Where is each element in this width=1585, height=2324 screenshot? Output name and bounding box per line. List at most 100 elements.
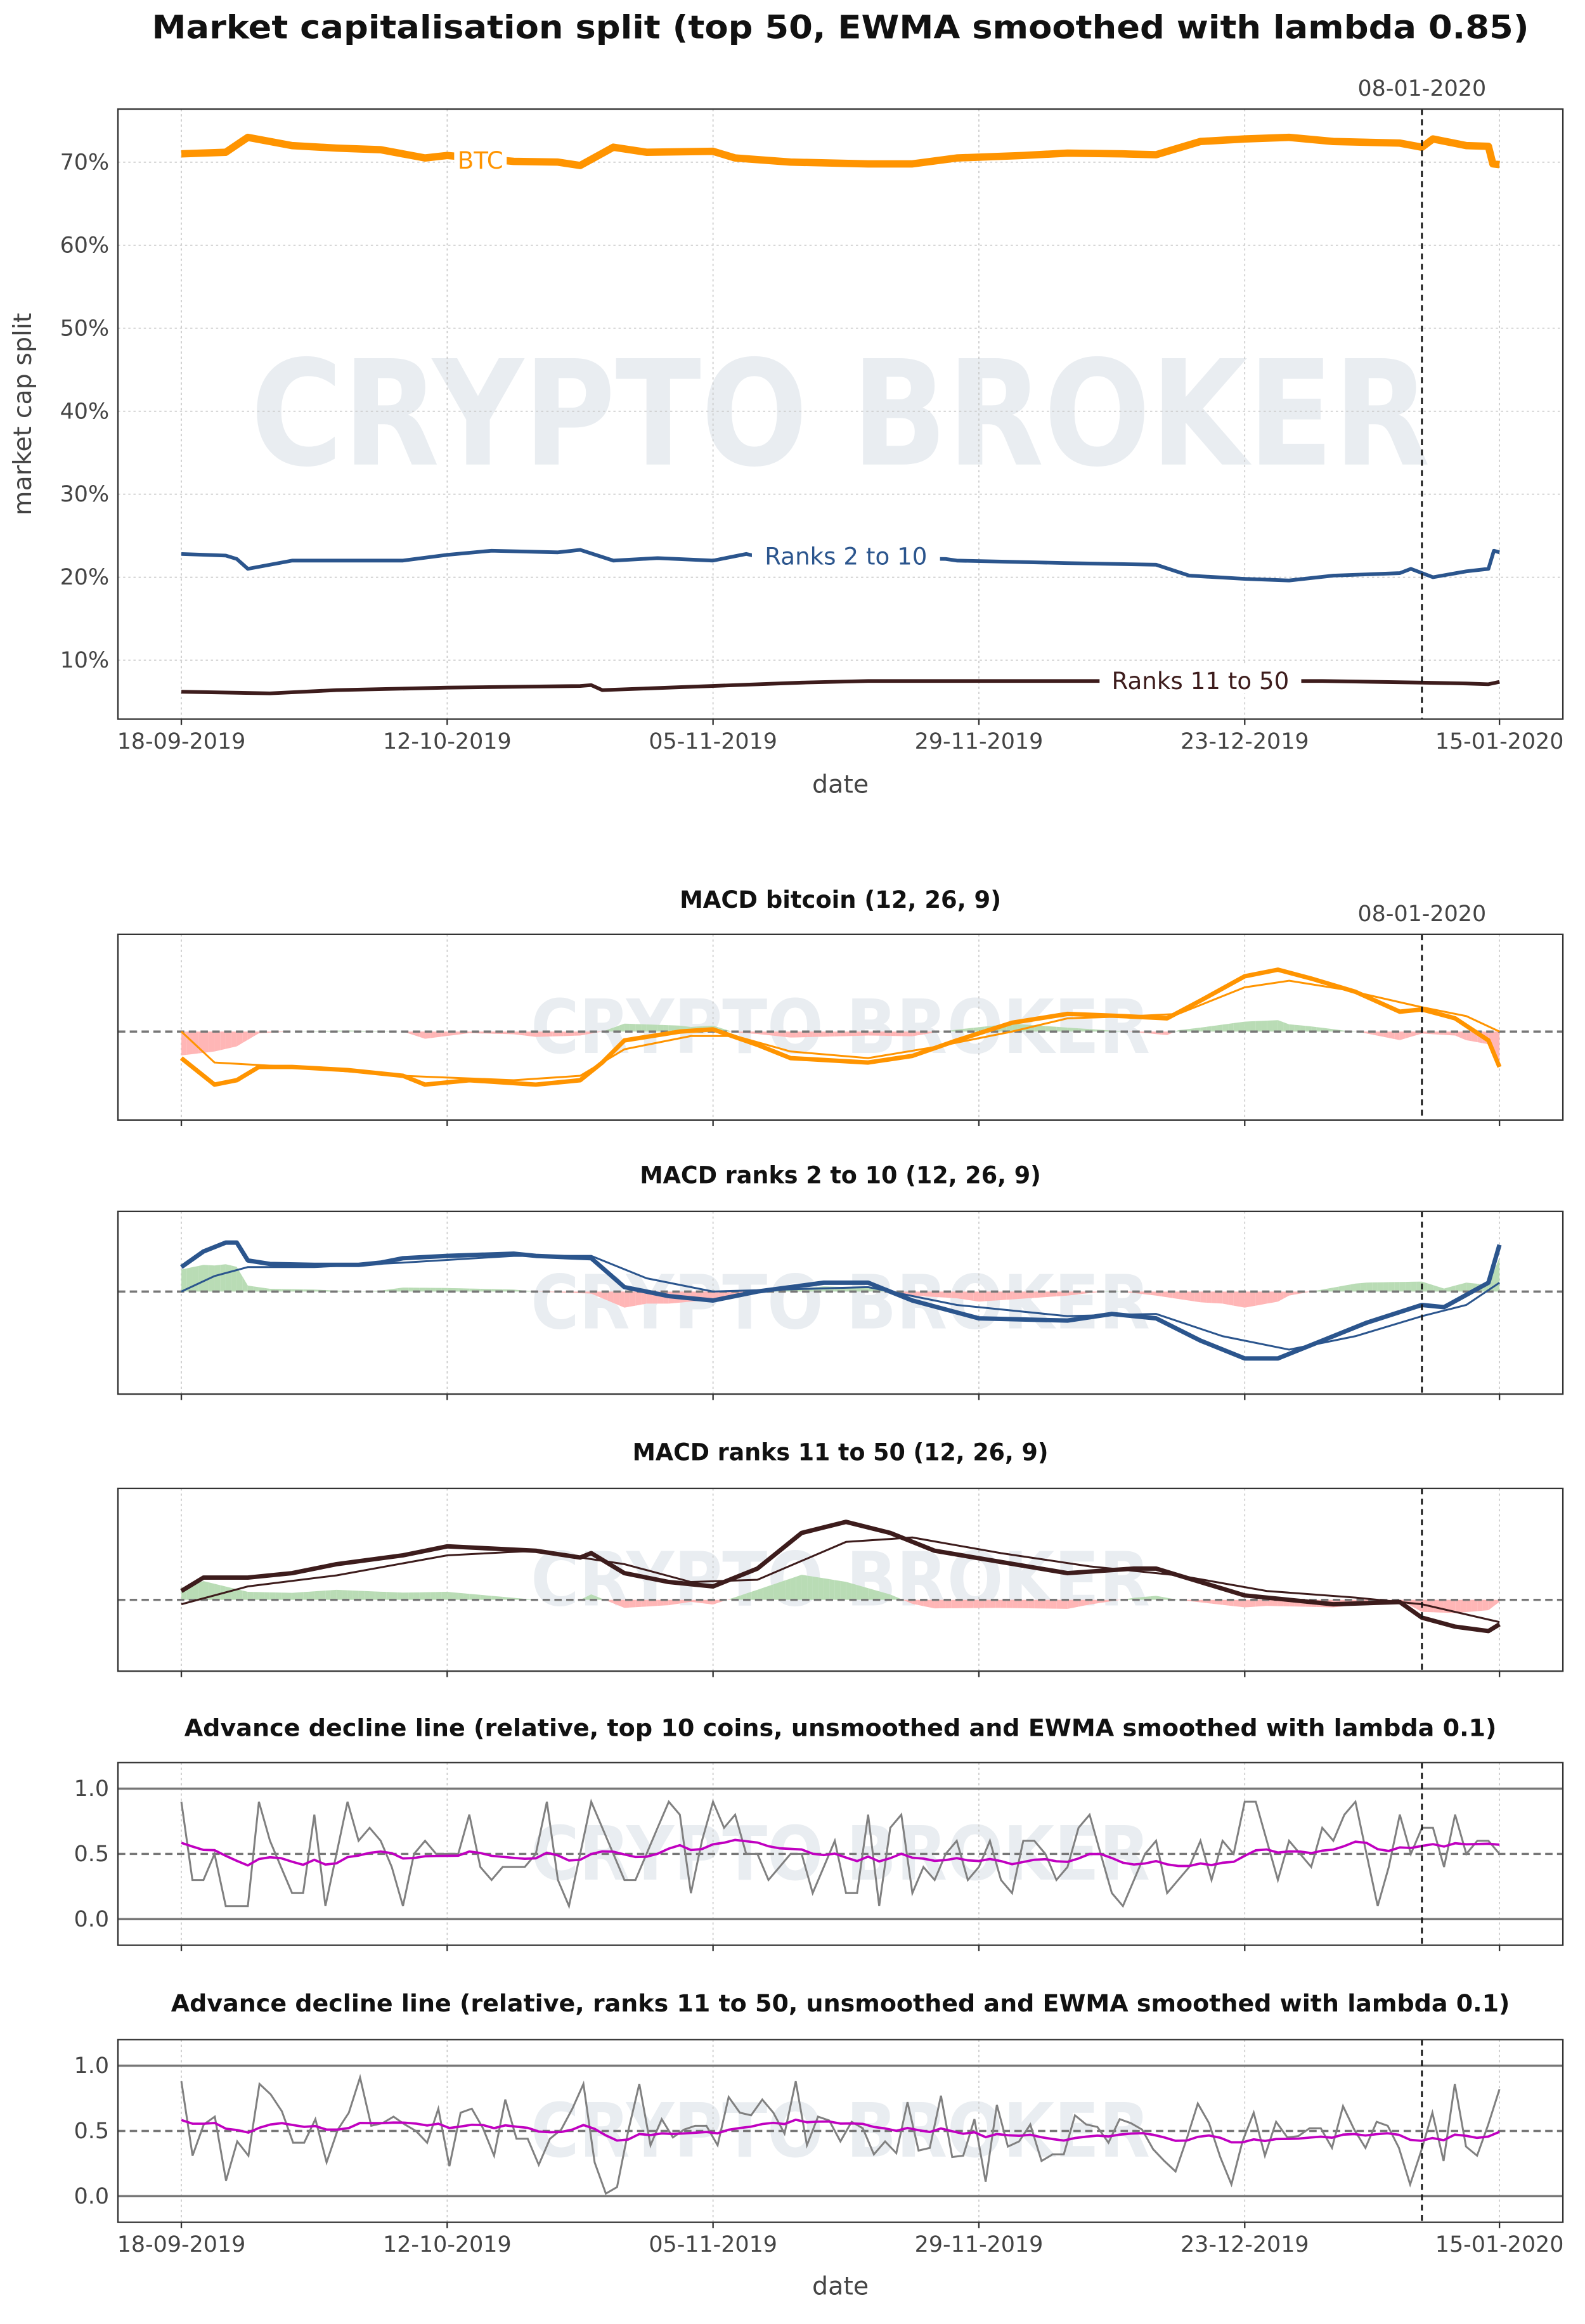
histogram-bar xyxy=(1222,1291,1229,1305)
histogram-bar xyxy=(751,1589,758,1600)
histogram-bar xyxy=(397,1592,403,1600)
histogram-bar xyxy=(1466,1282,1472,1292)
histogram-bar xyxy=(408,1031,414,1035)
histogram-bar xyxy=(1399,1031,1406,1040)
histogram-bar xyxy=(1411,1031,1417,1037)
histogram-bar xyxy=(336,1290,342,1292)
histogram-bar xyxy=(236,1589,243,1600)
histogram-bar xyxy=(502,1031,508,1035)
histogram-bar xyxy=(242,1590,248,1600)
x-axis-label: date xyxy=(812,770,869,799)
histogram-bar xyxy=(962,1028,968,1032)
histogram-bar xyxy=(1439,1286,1444,1292)
histogram-bar xyxy=(1045,1026,1051,1032)
histogram-bar xyxy=(990,1291,996,1301)
histogram-bar xyxy=(1416,1599,1422,1612)
histogram-bar xyxy=(945,1291,952,1298)
histogram-bar xyxy=(1023,1291,1029,1299)
histogram-bar xyxy=(425,1031,431,1039)
histogram-bar xyxy=(259,1592,265,1600)
histogram-bar xyxy=(790,1577,796,1600)
histogram-bar xyxy=(646,1024,652,1032)
histogram-bar xyxy=(912,1599,918,1605)
histogram-bar xyxy=(1233,1291,1239,1307)
histogram-bar xyxy=(1040,1291,1045,1298)
histogram-bar xyxy=(818,1031,824,1037)
watermark: CRYPTO BROKER xyxy=(531,1537,1150,1624)
panel-title: MACD ranks 11 to 50 (12, 26, 9) xyxy=(633,1438,1049,1466)
histogram-bar xyxy=(901,1031,907,1036)
histogram-bar xyxy=(530,1031,536,1037)
histogram-bar xyxy=(1405,1281,1411,1292)
histogram-bar xyxy=(967,1291,974,1301)
histogram-bar xyxy=(441,1031,448,1037)
panel-title: Advance decline line (relative, ranks 11… xyxy=(171,1989,1510,2017)
histogram-bar xyxy=(1439,1599,1444,1613)
y-tick-label: 40% xyxy=(60,399,109,424)
histogram-bar xyxy=(1051,1291,1057,1297)
histogram-bar xyxy=(209,1031,215,1052)
histogram-bar xyxy=(1139,1031,1146,1033)
marker-date-label: 08-01-2020 xyxy=(1358,76,1487,101)
histogram-bar xyxy=(1139,1596,1146,1600)
histogram-bar xyxy=(1255,1291,1262,1306)
macd-line xyxy=(179,967,1502,1087)
histogram-bar xyxy=(1056,1291,1063,1296)
histogram-bar xyxy=(746,1591,752,1600)
histogram-bar xyxy=(957,1599,962,1608)
histogram-bar xyxy=(192,1031,198,1054)
histogram-bar xyxy=(547,1031,553,1037)
histogram-bar xyxy=(741,1593,747,1600)
histogram-bar xyxy=(220,1264,226,1292)
histogram-bar xyxy=(380,1591,387,1600)
histogram-bar xyxy=(890,1594,896,1600)
histogram-bar xyxy=(330,1589,337,1600)
histogram-bar xyxy=(807,1575,813,1600)
histogram-bar xyxy=(962,1291,968,1300)
histogram-bar xyxy=(879,1031,885,1036)
histogram-bar xyxy=(514,1598,519,1600)
histogram-bar xyxy=(336,1589,342,1600)
histogram-bar xyxy=(413,1592,420,1600)
histogram-bar xyxy=(475,1594,481,1600)
histogram-bar xyxy=(214,1265,221,1292)
plot-frame xyxy=(117,933,1564,1121)
histogram-bar xyxy=(978,1599,985,1608)
y-tick-label: 30% xyxy=(60,482,109,507)
series-label-bg xyxy=(454,143,507,173)
histogram-bar xyxy=(430,1031,436,1038)
histogram-bar xyxy=(973,1599,979,1608)
histogram-bar xyxy=(1383,1031,1389,1038)
histogram-bar xyxy=(929,1599,935,1609)
histogram-bar xyxy=(763,1585,769,1600)
histogram-bar xyxy=(917,1291,924,1296)
x-tick-label: 23-12-2019 xyxy=(1181,2232,1309,2257)
histogram-bar xyxy=(967,1599,974,1608)
histogram-bar xyxy=(613,1025,619,1032)
histogram-bar xyxy=(652,1599,658,1606)
histogram-bar xyxy=(558,1031,564,1036)
x-tick-label: 15-01-2020 xyxy=(1435,729,1564,754)
histogram-bar xyxy=(1328,1288,1334,1292)
histogram-bar xyxy=(834,1580,841,1600)
histogram-bar xyxy=(1073,1599,1079,1608)
histogram-bar xyxy=(995,1291,1001,1301)
histogram-bar xyxy=(314,1289,320,1292)
main-title: Market capitalisation split (top 50, EWM… xyxy=(152,9,1529,46)
histogram-bar xyxy=(181,1268,187,1292)
histogram-bar xyxy=(198,1581,204,1600)
histogram-bar xyxy=(264,1592,270,1600)
histogram-bar xyxy=(514,1289,519,1292)
y-tick-label: 0.5 xyxy=(74,1842,109,1867)
histogram-bar xyxy=(1394,1031,1400,1040)
histogram-bar xyxy=(220,1031,226,1050)
histogram-bar xyxy=(1261,1291,1267,1305)
histogram-bar xyxy=(1421,1281,1428,1292)
histogram-bar xyxy=(1045,1599,1051,1609)
histogram-bar xyxy=(1172,1291,1179,1300)
histogram-bar xyxy=(1233,1022,1239,1032)
histogram-bar xyxy=(951,1030,957,1032)
histogram-bar xyxy=(1333,1286,1339,1292)
histogram-bar xyxy=(585,1594,592,1600)
x-tick-label: 29-11-2019 xyxy=(915,2232,1044,2257)
